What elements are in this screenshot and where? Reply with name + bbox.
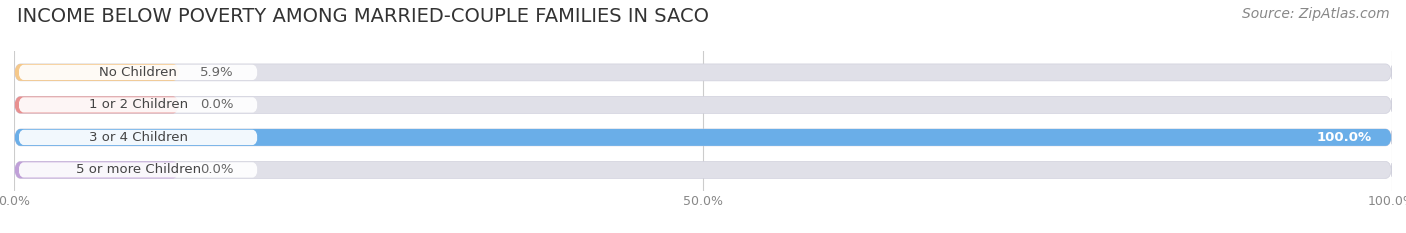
FancyBboxPatch shape (18, 162, 257, 178)
Text: Source: ZipAtlas.com: Source: ZipAtlas.com (1241, 7, 1389, 21)
Text: 5 or more Children: 5 or more Children (76, 163, 201, 176)
FancyBboxPatch shape (14, 129, 1392, 146)
Text: No Children: No Children (100, 66, 177, 79)
FancyBboxPatch shape (14, 64, 1392, 81)
FancyBboxPatch shape (14, 64, 180, 81)
FancyBboxPatch shape (14, 161, 180, 178)
FancyBboxPatch shape (14, 129, 1392, 146)
FancyBboxPatch shape (18, 130, 257, 145)
FancyBboxPatch shape (18, 65, 257, 80)
Text: 0.0%: 0.0% (200, 98, 233, 111)
Text: 0.0%: 0.0% (200, 163, 233, 176)
FancyBboxPatch shape (18, 97, 257, 113)
FancyBboxPatch shape (14, 161, 1392, 178)
Text: 5.9%: 5.9% (200, 66, 233, 79)
FancyBboxPatch shape (14, 96, 1392, 113)
Text: 100.0%: 100.0% (1316, 131, 1371, 144)
Text: 3 or 4 Children: 3 or 4 Children (89, 131, 187, 144)
Text: 1 or 2 Children: 1 or 2 Children (89, 98, 187, 111)
Text: INCOME BELOW POVERTY AMONG MARRIED-COUPLE FAMILIES IN SACO: INCOME BELOW POVERTY AMONG MARRIED-COUPL… (17, 7, 709, 26)
FancyBboxPatch shape (14, 96, 180, 113)
